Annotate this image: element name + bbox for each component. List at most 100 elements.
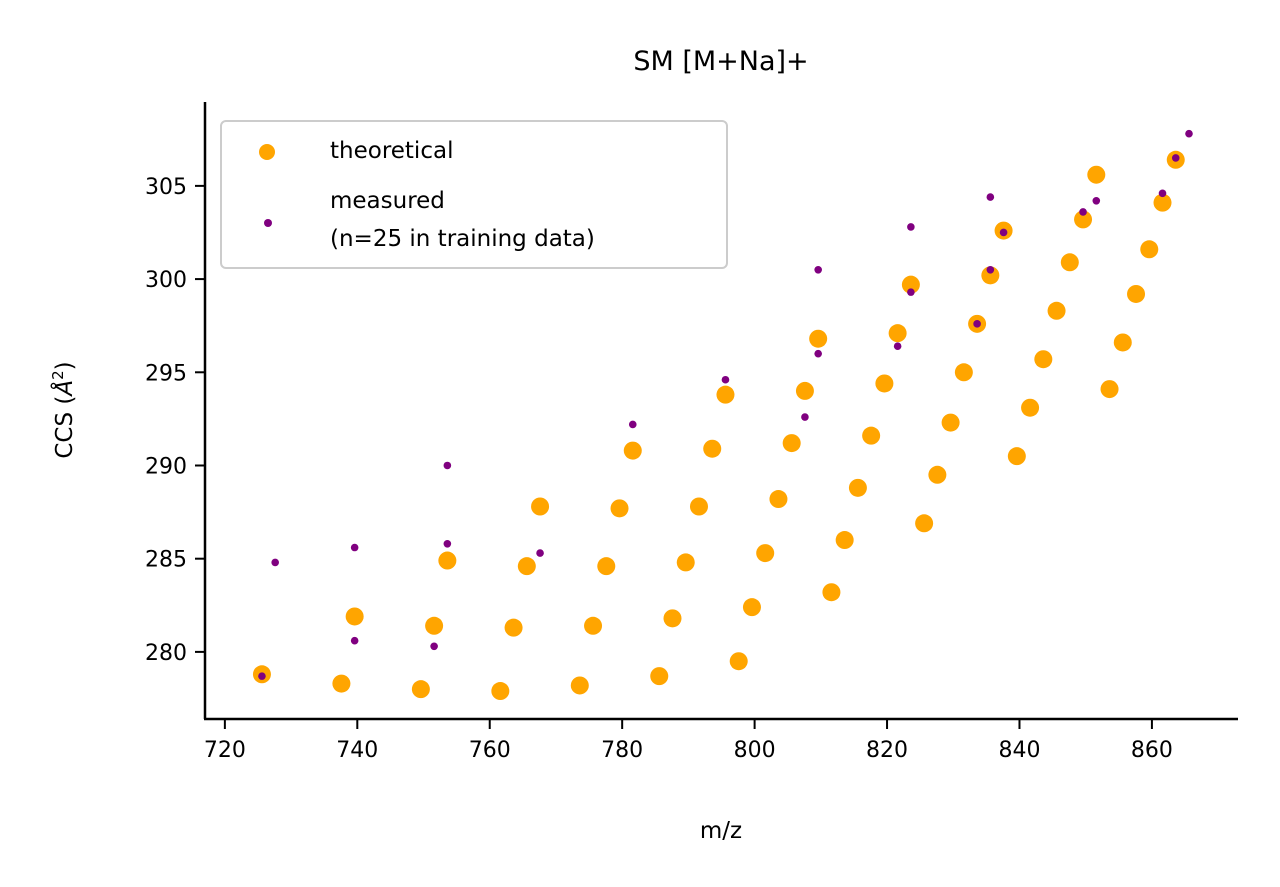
theoretical-point <box>689 497 708 516</box>
theoretical-point <box>663 609 682 628</box>
theoretical-point <box>888 324 907 343</box>
y-axis-label-base: CCS ( <box>52 396 78 459</box>
theoretical-point <box>491 682 510 701</box>
theoretical-point <box>848 478 867 497</box>
measured-point <box>271 558 279 567</box>
x-tick-label: 780 <box>601 738 643 763</box>
theoretical-point <box>875 374 894 393</box>
measured-point <box>1158 189 1167 198</box>
measured-point <box>721 375 730 384</box>
measured-point <box>907 288 915 296</box>
theoretical-point <box>1047 301 1066 320</box>
measured-point <box>814 349 822 358</box>
measured-point <box>907 223 915 231</box>
y-tick-label: 300 <box>145 268 187 293</box>
theoretical-point <box>1007 447 1026 466</box>
measured-point <box>1185 129 1193 138</box>
theoretical-point <box>795 381 814 400</box>
y-axis-label-unit: Å <box>50 380 78 398</box>
theoretical-point <box>1087 165 1106 184</box>
theoretical-point <box>1034 350 1053 369</box>
theoretical-point <box>504 618 523 637</box>
theoretical-point <box>531 497 550 516</box>
theoretical-point <box>756 544 775 563</box>
theoretical-point <box>835 531 854 550</box>
x-axis-label: m/z <box>700 818 742 844</box>
measured-point <box>893 342 902 350</box>
measured-point <box>1092 196 1101 205</box>
legend-box <box>220 120 728 269</box>
theoretical-point <box>623 441 642 460</box>
theoretical-point <box>1060 253 1079 272</box>
theoretical-point <box>716 385 735 404</box>
theoretical-point <box>332 674 351 693</box>
y-tick-label: 285 <box>145 548 187 573</box>
measured-point <box>430 642 438 651</box>
theoretical-point <box>1113 333 1132 352</box>
measured-point <box>801 413 809 421</box>
y-tick-label: 280 <box>145 641 187 666</box>
theoretical-point <box>862 426 881 445</box>
measured-point <box>986 193 995 201</box>
x-ticks: 720 740 760 780 800 820 840 860 <box>204 719 1173 763</box>
x-tick-label: 760 <box>469 738 511 763</box>
measured-point <box>350 636 359 645</box>
theoretical-point <box>1153 193 1172 212</box>
measured-point <box>350 543 359 552</box>
theoretical-point <box>411 680 430 699</box>
theoretical-point <box>425 616 444 635</box>
y-tick-label: 295 <box>145 361 187 386</box>
legend-label-theoretical: theoretical <box>330 138 453 164</box>
measured-point <box>814 265 822 274</box>
legend-label-measured-line2: (n=25 in training data) <box>330 226 595 252</box>
theoretical-point <box>676 553 695 572</box>
measured-point <box>258 672 266 680</box>
theoretical-point <box>570 676 589 695</box>
theoretical-point <box>703 439 722 458</box>
measured-point <box>1171 154 1180 162</box>
theoretical-point <box>729 652 748 671</box>
theoretical-point <box>584 616 603 635</box>
theoretical-point <box>822 583 841 602</box>
theoretical-point <box>901 275 920 294</box>
y-axis-label: CCS (Å2) <box>49 361 78 458</box>
measured-point <box>986 265 995 274</box>
y-axis-label-close: ) <box>52 361 78 370</box>
measured-point <box>443 461 452 470</box>
measured-point <box>443 539 452 548</box>
theoretical-point <box>1074 210 1093 229</box>
theoretical-point <box>742 598 761 617</box>
x-tick-label: 860 <box>1131 738 1173 763</box>
x-tick-label: 740 <box>336 738 378 763</box>
x-tick-label: 820 <box>866 738 908 763</box>
theoretical-point <box>809 329 828 348</box>
theoretical-point <box>1021 398 1040 417</box>
theoretical-point <box>769 490 788 509</box>
theoretical-point <box>928 465 947 484</box>
theoretical-point <box>610 499 629 518</box>
theoretical-point <box>915 514 934 533</box>
legend-label-measured-line1: measured <box>330 188 445 214</box>
theoretical-point <box>438 551 457 570</box>
legend: theoretical measured (n=25 in training d… <box>220 120 728 269</box>
theoretical-point <box>1127 284 1146 303</box>
theoretical-point <box>954 363 973 382</box>
theoretical-point <box>1140 240 1159 259</box>
theoretical-point <box>782 434 801 453</box>
y-tick-label: 305 <box>145 175 187 200</box>
y-axis-label-exponent: 2 <box>49 370 67 380</box>
x-tick-label: 720 <box>204 738 246 763</box>
measured-point <box>973 320 981 328</box>
measured-point <box>628 420 637 429</box>
legend-marker-theoretical <box>259 144 275 160</box>
measured-point <box>536 549 544 557</box>
theoretical-point <box>345 607 364 626</box>
measured-point <box>999 228 1008 237</box>
y-ticks: 280 285 290 295 300 305 <box>145 175 205 666</box>
theoretical-point <box>981 266 1000 285</box>
points-layer <box>252 129 1193 701</box>
measured-point <box>1079 208 1087 216</box>
theoretical-point <box>1100 380 1119 399</box>
legend-marker-measured <box>264 219 272 227</box>
chart-title: SM [M+Na]+ <box>633 46 808 77</box>
